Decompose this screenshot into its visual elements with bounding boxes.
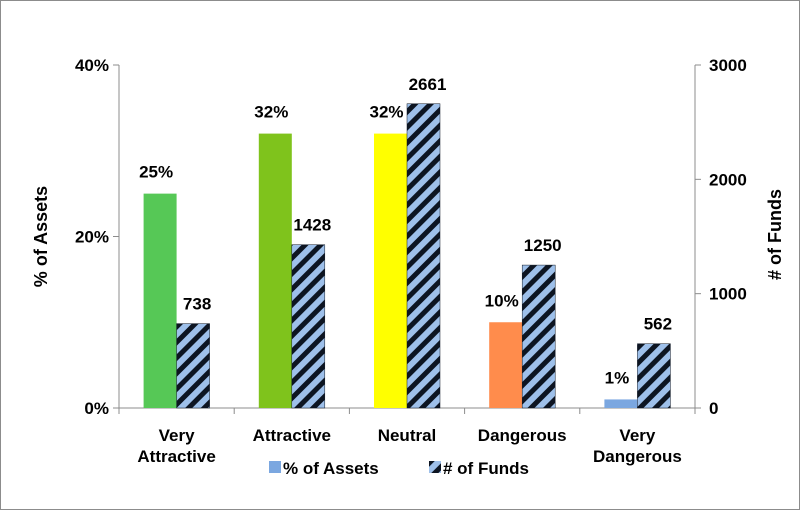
funds-data-label: 2661 (409, 75, 447, 94)
funds-bar (291, 244, 326, 409)
assets-bar (258, 133, 292, 408)
legend-swatch-funds (429, 461, 441, 473)
right-axis-title: # of Funds (765, 189, 785, 280)
assets-bar (374, 133, 407, 408)
assets-data-label: 32% (254, 103, 288, 122)
left-tick-label: 40% (75, 56, 109, 75)
right-tick-label: 2000 (709, 170, 747, 189)
legend: % of Assets # of Funds (269, 459, 529, 478)
assets-data-label: 10% (485, 291, 519, 310)
assets-data-label: 25% (139, 163, 173, 182)
right-tick-label: 1000 (709, 285, 747, 304)
category-label: Dangerous (478, 426, 567, 445)
bars (143, 103, 671, 409)
funds-bar (176, 323, 210, 409)
assets-data-label: 32% (369, 103, 403, 122)
category-label: Neutral (378, 426, 437, 445)
category-label: Attractive (253, 426, 331, 445)
data-labels: 25% 738 32% 1428 32% 2661 10% 1250 1% 562 (139, 75, 672, 388)
assets-bar (489, 322, 523, 408)
funds-data-label: 738 (183, 295, 211, 314)
funds-bar (637, 343, 671, 409)
funds-data-label: 1428 (293, 216, 331, 235)
category-label: Very Attractive (137, 426, 215, 466)
legend-label-assets: % of Assets (283, 459, 379, 478)
right-tick-label: 3000 (709, 56, 747, 75)
funds-data-label: 1250 (524, 236, 562, 255)
assets-bar (604, 399, 638, 408)
funds-bar (521, 264, 556, 409)
left-tick-label: 20% (75, 228, 109, 247)
funds-data-label: 562 (644, 315, 672, 334)
legend-swatch-assets (269, 461, 281, 473)
assets-data-label: 1% (605, 368, 630, 387)
funds-bar (406, 103, 441, 409)
left-tick-label: 0% (84, 399, 109, 418)
legend-label-funds: # of Funds (443, 459, 529, 478)
axes: 0% 20% 40% 0 1000 2000 3000 % of Assets # of Fun… (31, 56, 785, 466)
category-label: Very Dangerous (593, 426, 682, 466)
right-tick-label: 0 (709, 399, 718, 418)
assets-bar (143, 193, 177, 408)
left-axis-title: % of Assets (31, 186, 51, 287)
